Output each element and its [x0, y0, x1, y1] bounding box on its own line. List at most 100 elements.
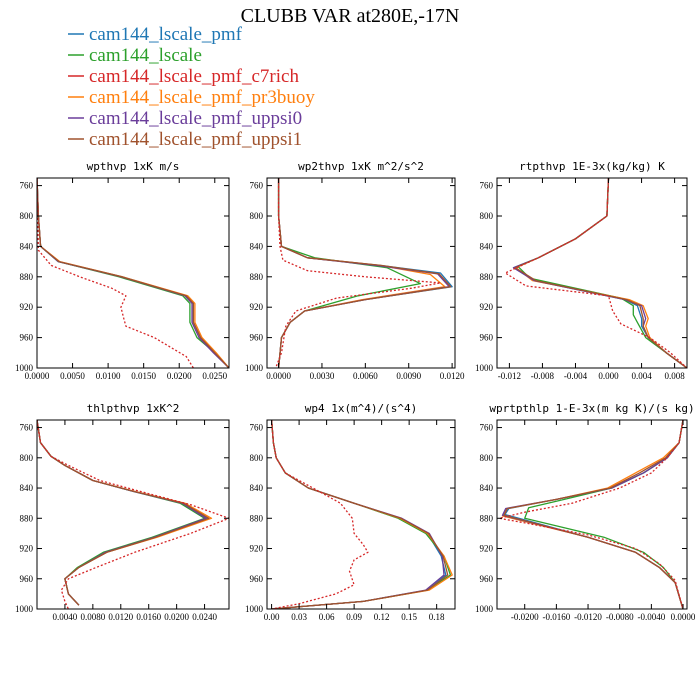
y-tick-label: 760	[480, 423, 494, 433]
series-line	[514, 178, 687, 368]
chart-panel: thlpthvp 1xK^2 760 800 840 880 920 960 1000 0.00…	[15, 402, 230, 622]
x-tick-label: -0.0160	[543, 612, 571, 622]
series-line	[37, 178, 229, 368]
y-tick-label: 920	[20, 302, 34, 312]
x-tick-label: 0.0160	[136, 612, 161, 622]
x-tick-label: 0.0120	[108, 612, 133, 622]
series-line	[501, 420, 684, 609]
y-tick-label: 800	[250, 211, 264, 221]
y-tick-label: 760	[250, 181, 264, 191]
x-tick-label: 0.0000	[671, 612, 696, 622]
legend-item: cam144_lscale_pmf_uppsi1	[68, 129, 302, 150]
x-tick-label: 0.0200	[164, 612, 189, 622]
panel-title: wp2thvp 1xK m^2/s^2	[298, 160, 424, 173]
series-line	[275, 178, 442, 368]
y-tick-label: 800	[20, 211, 34, 221]
figure-title: CLUBB VAR at280E,-17N	[241, 5, 460, 27]
series-line	[37, 420, 210, 606]
x-tick-label: 0.00	[264, 612, 280, 622]
series-group	[37, 178, 229, 368]
x-tick-label: -0.0080	[606, 612, 634, 622]
chart-panel: rtpthvp 1E-3x(kg/kg) K 760 800 840 880 920 960…	[475, 160, 688, 381]
x-tick-label: 0.03	[291, 612, 307, 622]
y-tick-label: 1000	[245, 363, 264, 373]
series-group	[37, 420, 229, 609]
x-tick-label: 0.0040	[53, 612, 78, 622]
x-tick-label: 0.0000	[266, 371, 291, 381]
x-tick-label: 0.0250	[202, 371, 227, 381]
series-line	[504, 420, 684, 609]
y-tick-label: 800	[480, 453, 494, 463]
x-tick-label: -0.0120	[574, 612, 602, 622]
series-group	[498, 420, 684, 609]
panel-title: rtpthvp 1E-3x(kg/kg) K	[519, 160, 665, 173]
y-tick-label: 760	[20, 181, 34, 191]
y-tick-label: 1000	[475, 604, 494, 614]
series-line	[37, 178, 229, 368]
series-line	[277, 178, 421, 368]
chart-panel: wp2thvp 1xK m^2/s^2 760 800 840 880 920 960 100…	[245, 160, 465, 381]
y-tick-label: 760	[480, 181, 494, 191]
series-line	[503, 420, 684, 609]
series-line	[37, 420, 207, 606]
y-tick-label: 800	[480, 211, 494, 221]
y-tick-label: 840	[250, 241, 264, 251]
y-tick-label: 800	[250, 453, 264, 463]
plot-frame	[266, 419, 456, 610]
y-tick-label: 760	[20, 423, 34, 433]
plot-frame	[36, 177, 230, 369]
y-tick-label: 920	[480, 544, 494, 554]
x-tick-label: 0.0240	[192, 612, 217, 622]
legend-item: cam144_lscale_pmf_uppsi0	[68, 108, 302, 129]
y-tick-label: 1000	[245, 604, 264, 614]
x-tick-label: 0.0100	[96, 371, 121, 381]
legend-item: cam144_lscale_pmf	[68, 24, 243, 45]
x-tick-label: 0.0050	[60, 371, 85, 381]
series-group	[275, 178, 453, 368]
legend-item: cam144_lscale	[68, 45, 202, 66]
x-tick-label: 0.18	[429, 612, 445, 622]
y-tick-label: 880	[250, 272, 264, 282]
series-line	[512, 178, 687, 368]
series-line	[270, 420, 447, 609]
series-group	[270, 420, 453, 609]
series-line	[515, 178, 687, 368]
y-tick-label: 960	[250, 333, 264, 343]
y-tick-label: 880	[20, 513, 34, 523]
chart-panel: wprtpthlp 1-E-3x(m kg K)/(s kg) 760 800 840…	[475, 402, 696, 622]
series-line	[270, 420, 445, 609]
panel-title: wprtpthlp 1-E-3x(m kg K)/(s kg)	[489, 402, 694, 415]
y-tick-label: 960	[20, 333, 34, 343]
panel-title: wpthvp 1xK m/s	[87, 160, 180, 173]
y-tick-label: 880	[480, 272, 494, 282]
x-tick-label: -0.004	[564, 371, 588, 381]
legend-label: cam144_lscale_pmf_uppsi1	[89, 129, 302, 150]
series-line	[498, 420, 684, 609]
x-tick-label: 0.12	[374, 612, 390, 622]
series-line	[37, 420, 209, 606]
series-line	[512, 178, 687, 368]
series-line	[37, 420, 229, 609]
x-tick-label: -0.0200	[511, 612, 539, 622]
legend-label: cam144_lscale_pmf_uppsi0	[89, 108, 302, 129]
x-tick-label: 0.004	[631, 371, 652, 381]
x-tick-label: 0.0080	[80, 612, 105, 622]
x-tick-label: -0.008	[531, 371, 555, 381]
y-tick-label: 920	[480, 302, 494, 312]
series-line	[37, 420, 213, 606]
y-tick-label: 840	[480, 483, 494, 493]
y-tick-label: 840	[20, 483, 34, 493]
y-tick-label: 1000	[15, 604, 34, 614]
x-tick-label: -0.012	[498, 371, 521, 381]
y-tick-label: 880	[20, 272, 34, 282]
y-tick-label: 920	[250, 302, 264, 312]
series-line	[270, 420, 453, 609]
panel-title: thlpthvp 1xK^2	[87, 402, 180, 415]
plot-frame	[496, 177, 688, 369]
series-line	[277, 178, 452, 368]
y-tick-label: 960	[250, 574, 264, 584]
y-tick-label: 840	[250, 483, 264, 493]
series-line	[270, 420, 452, 609]
